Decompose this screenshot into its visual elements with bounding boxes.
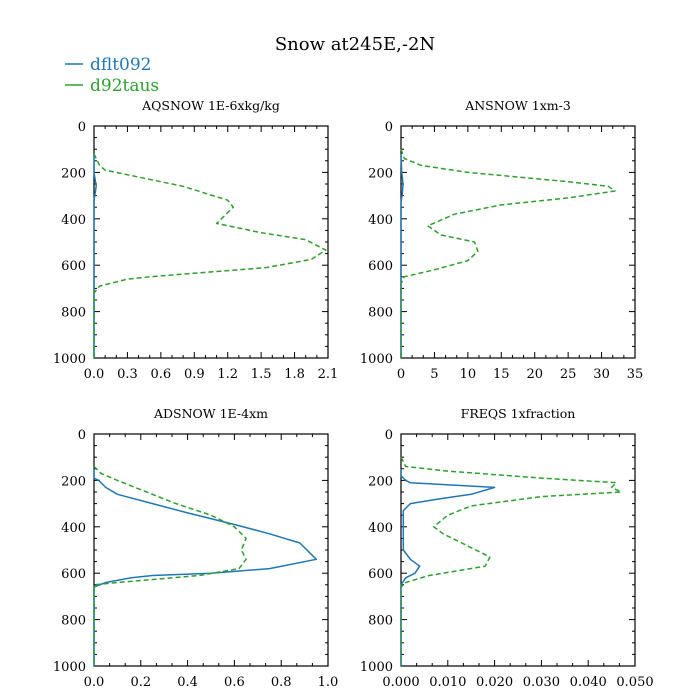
plot-frame [400, 433, 636, 667]
x-tick-label: 0.050 [616, 675, 653, 690]
y-tick-label: 800 [61, 306, 86, 321]
plot-frame [400, 125, 636, 359]
y-tick-label: 600 [368, 567, 393, 582]
x-tick-label: 0.0 [84, 367, 105, 382]
y-tick-label: 800 [61, 614, 86, 629]
y-tick-label: 200 [368, 166, 393, 181]
x-tick-label: 1.5 [251, 367, 272, 382]
y-tick-label: 1000 [360, 660, 393, 675]
y-tick-label: 200 [61, 166, 86, 181]
plot-frame [93, 125, 329, 359]
x-tick-label: 10 [460, 367, 477, 382]
legend-label-d92taus: d92taus [90, 76, 159, 96]
x-tick-label: 30 [593, 367, 610, 382]
panel-title: ADSNOW 1E-4xm [153, 406, 268, 421]
series-line-dflt092 [93, 153, 97, 358]
series-line-dflt092 [400, 468, 496, 666]
x-tick-label: 0.0 [84, 675, 105, 690]
x-tick-label: 0.030 [523, 675, 560, 690]
panel-2: ANSNOW 1xm-3 0 200 400 600 800 1000 0 5 10 15 20 25 3… [360, 98, 643, 382]
series-line-d92taus [400, 456, 622, 666]
y-tick-label: 0 [385, 428, 393, 443]
x-tick-label: 5 [430, 367, 438, 382]
y-tick-label: 800 [368, 306, 393, 321]
series-line-d92taus [93, 153, 327, 358]
x-tick-label: 0.040 [570, 675, 607, 690]
x-tick-label: 1.2 [217, 367, 238, 382]
series-line-dflt092 [400, 153, 404, 358]
y-tick-label: 600 [368, 259, 393, 274]
x-tick-label: 1.0 [318, 675, 339, 690]
y-tick-label: 400 [368, 213, 393, 228]
x-tick-label: 20 [526, 367, 543, 382]
series-line-dflt092 [93, 468, 318, 666]
x-tick-label: 0.020 [476, 675, 513, 690]
x-tick-label: 0.9 [184, 367, 205, 382]
x-tick-label: 35 [627, 367, 644, 382]
y-tick-label: 200 [368, 474, 393, 489]
x-tick-label: 0.000 [382, 675, 419, 690]
y-tick-label: 600 [61, 259, 86, 274]
y-tick-label: 400 [61, 521, 86, 536]
y-tick-label: 200 [61, 474, 86, 489]
y-tick-label: 400 [61, 213, 86, 228]
panel-title: FREQS 1xfraction [461, 406, 576, 421]
y-tick-label: 600 [61, 567, 86, 582]
x-tick-label: 0.6 [224, 675, 245, 690]
figure-title: Snow at245E,-2N [275, 34, 435, 55]
x-tick-label: 0.010 [429, 675, 466, 690]
y-tick-label: 1000 [53, 660, 86, 675]
series-line-d92taus [400, 148, 616, 358]
x-tick-label: 0.3 [117, 367, 138, 382]
y-tick-label: 0 [78, 428, 86, 443]
series-line-d92taus [93, 465, 247, 666]
x-tick-label: 0.8 [271, 675, 292, 690]
x-tick-label: 0.4 [177, 675, 198, 690]
x-tick-label: 0 [397, 367, 405, 382]
x-tick-label: 25 [560, 367, 577, 382]
x-tick-label: 15 [493, 367, 510, 382]
y-tick-label: 0 [385, 120, 393, 135]
x-tick-label: 0.2 [130, 675, 151, 690]
y-tick-label: 1000 [360, 352, 393, 367]
x-tick-label: 1.8 [284, 367, 305, 382]
x-tick-label: 2.1 [318, 367, 339, 382]
panel-title: ANSNOW 1xm-3 [464, 98, 571, 113]
legend: dflt092 d92taus [65, 55, 159, 96]
legend-label-dflt092: dflt092 [90, 55, 152, 75]
y-tick-label: 0 [78, 120, 86, 135]
x-tick-label: 0.6 [151, 367, 172, 382]
y-tick-label: 1000 [53, 352, 86, 367]
panel-title: AQSNOW 1E-6xkg/kg [141, 98, 280, 113]
y-tick-label: 800 [368, 614, 393, 629]
plot-frame [93, 433, 329, 667]
y-tick-label: 400 [368, 521, 393, 536]
